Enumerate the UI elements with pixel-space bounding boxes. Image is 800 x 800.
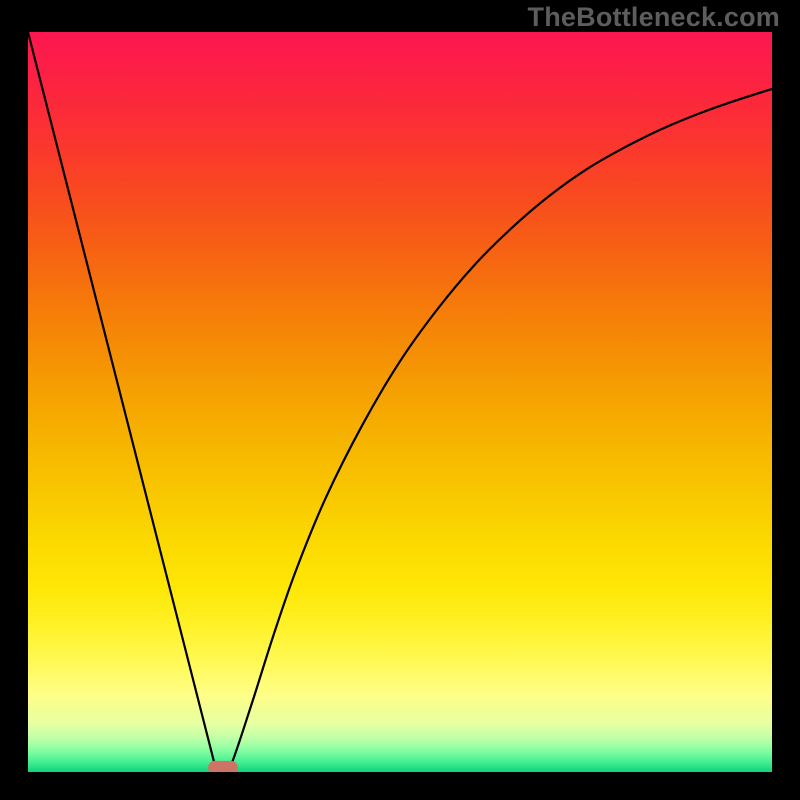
gradient-background: [28, 32, 772, 772]
plot-area: [28, 32, 772, 772]
plot-svg: [28, 32, 772, 772]
watermark-text: TheBottleneck.com: [528, 2, 780, 33]
vertex-marker: [208, 761, 238, 772]
